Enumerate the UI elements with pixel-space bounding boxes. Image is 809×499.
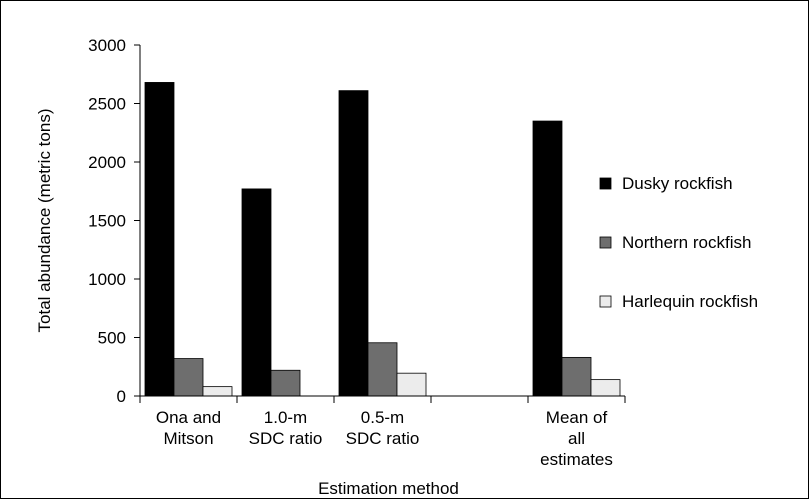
legend-swatch	[599, 295, 612, 308]
bar-harlequin-rockfish	[202, 386, 233, 397]
y-tick-label: 3000	[88, 36, 126, 55]
bar-northern-rockfish	[173, 358, 204, 397]
x-tick-label: SDC ratio	[346, 429, 420, 448]
bar-dusky-rockfish	[144, 82, 175, 397]
y-tick-label: 2000	[88, 153, 126, 172]
bar-dusky-rockfish	[241, 188, 272, 397]
x-tick-label: estimates	[540, 450, 613, 469]
y-axis-label: Total abundance (metric tons)	[35, 109, 54, 333]
legend: Dusky rockfish Northern rockfish Harlequin…	[599, 174, 758, 311]
legend-label: Harlequin rockfish	[622, 292, 758, 311]
legend-label: Northern rockfish	[622, 233, 751, 252]
y-axis-ticks: 0 500 1000 1500 2000 2500 3000	[88, 36, 140, 406]
x-tick-label: Ona and	[156, 408, 221, 427]
bar-northern-rockfish	[270, 369, 301, 397]
y-tick-label: 500	[98, 329, 126, 348]
x-axis-label: Estimation method	[318, 479, 459, 498]
x-axis-categories: Ona and Mitson 1.0-m SDC ratio 0.5-m SDC rati…	[139, 396, 626, 469]
bar-northern-rockfish	[561, 356, 592, 397]
legend-swatch	[599, 177, 612, 190]
legend-label: Dusky rockfish	[622, 174, 733, 193]
y-tick-label: 1000	[88, 270, 126, 289]
x-tick-label: Mean of	[546, 408, 608, 427]
x-tick-label: SDC ratio	[249, 429, 323, 448]
x-tick-label: Mitson	[163, 429, 213, 448]
y-tick-label: 1500	[88, 212, 126, 231]
bars	[144, 82, 621, 397]
bar-dusky-rockfish	[338, 90, 369, 397]
bar-harlequin-rockfish	[590, 379, 621, 397]
x-tick-label: 1.0-m	[264, 408, 307, 427]
x-tick-label: 0.5-m	[361, 408, 404, 427]
y-tick-label: 0	[117, 387, 126, 406]
bar-northern-rockfish	[367, 342, 398, 397]
bar-harlequin-rockfish	[396, 372, 427, 397]
bar-dusky-rockfish	[532, 120, 563, 397]
x-tick-label: all	[568, 429, 585, 448]
y-tick-label: 2500	[88, 95, 126, 114]
legend-swatch	[599, 236, 612, 249]
